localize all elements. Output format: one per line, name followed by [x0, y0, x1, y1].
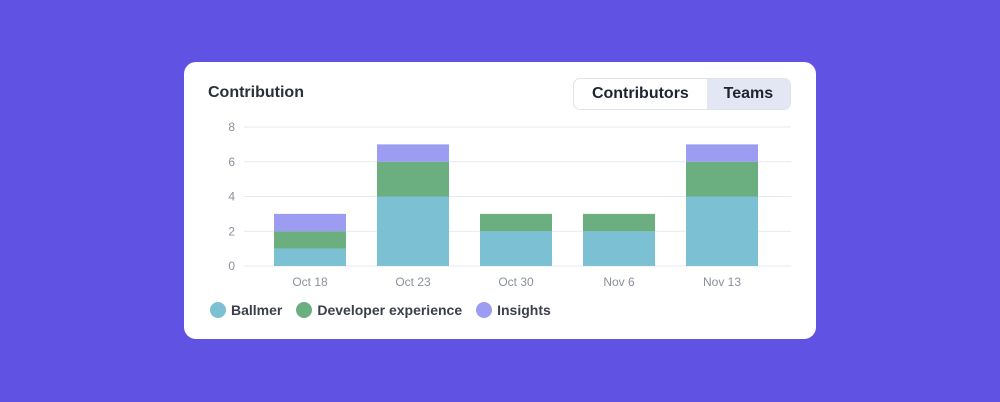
x-tick-label: Oct 30 — [498, 275, 534, 289]
bar-segment-insights[interactable] — [377, 144, 449, 162]
bar-segment-ballmer[interactable] — [583, 231, 655, 266]
contributors-tab[interactable]: Contributors — [591, 85, 689, 102]
x-tick-label: Oct 23 — [395, 275, 431, 289]
legend-swatch — [210, 302, 226, 318]
bar-segment-developer-experience[interactable] — [274, 231, 346, 249]
bar-segment-ballmer[interactable] — [274, 248, 346, 266]
bar-segment-ballmer[interactable] — [480, 231, 552, 266]
legend-label: Developer experience — [317, 302, 463, 318]
legend-swatch — [296, 302, 313, 318]
bar-segment-insights[interactable] — [686, 144, 758, 162]
card-title: Contribution — [208, 84, 304, 101]
bar-segment-developer-experience[interactable] — [480, 213, 552, 232]
stacked-bar-chart: 0 2 4 6 8 Oct 18 Oct 23 Oct 30 Nov 6 Nov 13 — [228, 120, 791, 289]
bar-segment-developer-experience[interactable] — [686, 161, 758, 197]
bar-segment-developer-experience[interactable] — [583, 213, 655, 232]
y-tick-label: 0 — [228, 259, 235, 273]
legend-item[interactable]: Ballmer — [210, 302, 282, 318]
view-toggle: Contributors Teams — [573, 78, 791, 110]
bar-segment-ballmer[interactable] — [686, 196, 758, 267]
y-tick-label: 2 — [228, 224, 235, 238]
teams-tab[interactable]: Teams — [706, 79, 790, 109]
y-tick-label: 8 — [228, 120, 235, 134]
legend-item[interactable]: Insights — [476, 302, 551, 318]
legend-label: Insights — [497, 302, 551, 318]
legend-item[interactable]: Developer experience — [296, 302, 462, 318]
bar-segment-developer-experience[interactable] — [377, 161, 449, 197]
legend-label: Ballmer — [231, 302, 283, 318]
legend-swatch — [476, 302, 493, 318]
bar-segment-insights[interactable] — [274, 213, 346, 232]
y-tick-label: 6 — [228, 155, 235, 169]
y-tick-label: 4 — [228, 190, 235, 204]
x-tick-label: Nov 6 — [603, 275, 635, 289]
x-tick-label: Nov 13 — [703, 275, 741, 289]
x-tick-label: Oct 18 — [292, 275, 328, 289]
chart-legend: Ballmer Developer experience Insights — [210, 302, 565, 318]
contribution-card: Contribution Contributors Teams 0 2 4 6 8 Oct… — [184, 62, 816, 339]
bar-segment-ballmer[interactable] — [377, 196, 449, 267]
